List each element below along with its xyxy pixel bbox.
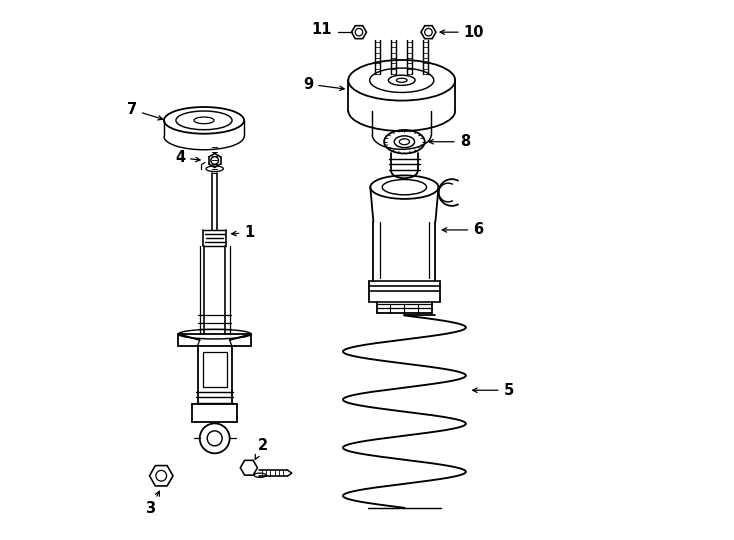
Text: 7: 7 bbox=[127, 102, 163, 120]
Text: 1: 1 bbox=[232, 225, 255, 240]
Text: 4: 4 bbox=[175, 150, 200, 165]
Text: 11: 11 bbox=[311, 22, 332, 37]
Text: 6: 6 bbox=[443, 222, 483, 238]
Text: 3: 3 bbox=[145, 491, 159, 516]
Text: 2: 2 bbox=[255, 438, 268, 459]
Text: 10: 10 bbox=[440, 25, 484, 39]
Text: 8: 8 bbox=[429, 134, 470, 149]
Text: 9: 9 bbox=[303, 77, 344, 92]
Text: 5: 5 bbox=[473, 383, 514, 398]
Bar bbox=[203, 352, 227, 387]
